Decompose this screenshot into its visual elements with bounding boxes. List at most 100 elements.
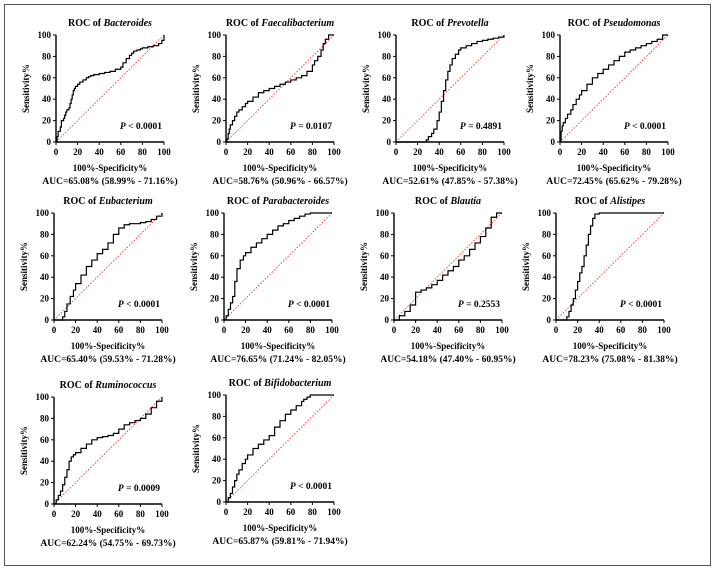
panel-title: ROC of Ruminococcus: [60, 380, 157, 391]
x-axis-label: 100%-Specificity%: [573, 341, 648, 351]
x-tick-label: 80: [476, 325, 486, 335]
y-tick-label: 20: [210, 294, 220, 304]
y-tick-label: 100: [206, 208, 220, 218]
y-tick-label: 40: [40, 272, 50, 282]
panel-title-genus: Bifidobacterium: [263, 378, 331, 389]
y-tick-label: 80: [42, 51, 52, 61]
y-tick-label: 60: [212, 433, 222, 443]
roc-panel-prevotella: ROC of Prevotella 0 20 40 60 80 100 0 20 40 60 80 10…: [361, 18, 518, 187]
y-tick-label: 20: [380, 294, 390, 304]
x-tick-label: 40: [265, 507, 275, 517]
y-tick-label: 100: [376, 208, 390, 218]
x-tick-label: 100: [325, 325, 339, 335]
roc-panel-parabacteroides: ROC of Parabacteroides 0 20 40 60 80 100 0 20 40 6…: [189, 196, 346, 365]
y-axis-label: Sensitivity%: [21, 64, 31, 113]
x-tick-label: 100: [155, 325, 169, 335]
y-tick-label: 100: [378, 30, 392, 40]
x-tick-label: 100: [661, 147, 675, 157]
auc-label: AUC=72.45% (65.62% - 79.28%): [546, 176, 681, 187]
y-tick-label: 100: [208, 390, 222, 400]
y-tick-label: 80: [212, 51, 222, 61]
roc-curve: [54, 397, 163, 505]
panel-title-genus: Pseudomonas: [603, 18, 660, 29]
x-tick-label: 80: [138, 147, 148, 157]
p-value-symbol: P: [620, 300, 626, 310]
p-value-symbol: P: [624, 122, 630, 132]
x-tick-label: 60: [114, 509, 124, 519]
x-tick-label: 80: [308, 147, 318, 157]
p-value-symbol: P: [120, 122, 126, 132]
x-tick-label: 0: [54, 147, 59, 157]
roc-panel-eubacterium: ROC of Eubacterium 0 20 40 60 80 100 0 20 40 60 80 1…: [19, 196, 176, 365]
panel-title-genus: Blautia: [449, 196, 481, 207]
panel-title-prefix: ROC of: [415, 196, 451, 207]
roc-curve: [396, 35, 505, 143]
x-tick-label: 80: [638, 325, 648, 335]
x-tick-label: 80: [642, 147, 652, 157]
panel-title-prefix: ROC of: [568, 18, 604, 29]
x-axis-label: 100%-Specificity%: [241, 341, 316, 351]
y-tick-label: 40: [212, 94, 222, 104]
auc-label: AUC=65.08% (58.99% - 71.16%): [42, 176, 177, 187]
y-tick-label: 0: [215, 315, 220, 325]
panel-title-prefix: ROC of: [60, 380, 96, 391]
roc-panel-blautia: ROC of Blautia 0 20 40 60 80 100 0 20 40 60 80 100 Se…: [359, 196, 516, 365]
y-tick-label: 80: [380, 229, 390, 239]
p-value-symbol: P: [118, 484, 124, 494]
x-axis-label: 100%-Specificity%: [73, 163, 148, 173]
roc-curve: [54, 213, 163, 321]
roc-curve: [556, 212, 664, 321]
p-value-symbol: P: [290, 482, 296, 492]
panel-title: ROC of Pseudomonas: [568, 18, 661, 29]
x-tick-label: 20: [411, 325, 421, 335]
x-tick-label: 80: [308, 507, 318, 517]
y-tick-label: 0: [385, 315, 390, 325]
p-value-text: = 0.2553: [464, 300, 501, 310]
y-axis-label: Sensitivity%: [189, 242, 199, 291]
x-tick-label: 20: [243, 507, 253, 517]
y-tick-label: 60: [546, 73, 556, 83]
x-tick-label: 20: [243, 147, 253, 157]
roc-curve: [56, 35, 165, 143]
panel-title-genus: Ruminococcus: [94, 380, 156, 391]
x-tick-label: 100: [327, 507, 341, 517]
x-tick-label: 0: [52, 509, 57, 519]
x-tick-label: 100: [495, 325, 509, 335]
auc-label: AUC=78.23% (75.08% - 81.38%): [542, 354, 677, 365]
auc-label: AUC=76.65% (71.24% - 82.05%): [210, 354, 345, 365]
x-tick-label: 40: [263, 325, 273, 335]
x-tick-label: 20: [241, 325, 251, 335]
x-tick-label: 60: [456, 147, 466, 157]
y-axis-label: Sensitivity%: [361, 64, 371, 113]
y-tick-label: 40: [542, 272, 552, 282]
x-tick-label: 60: [616, 325, 626, 335]
y-axis-label: Sensitivity%: [191, 424, 201, 473]
x-axis-label: 100%-Specificity%: [243, 523, 318, 533]
y-tick-label: 60: [542, 251, 552, 261]
y-tick-label: 20: [542, 294, 552, 304]
x-tick-label: 100: [157, 147, 171, 157]
x-tick-label: 100: [497, 147, 511, 157]
panel-title-genus: Eubacterium: [98, 196, 153, 207]
y-axis-label: Sensitivity%: [525, 64, 535, 113]
x-tick-label: 40: [93, 509, 103, 519]
y-tick-label: 60: [40, 435, 50, 445]
x-tick-label: 40: [95, 147, 105, 157]
auc-label: AUC=54.18% (47.40% - 60.95%): [380, 354, 515, 365]
y-tick-label: 80: [382, 51, 392, 61]
roc-panel-bifidobacterium: ROC of Bifidobacterium 0 20 40 60 80 100 0 20 40 6…: [191, 378, 348, 547]
x-tick-label: 20: [71, 325, 81, 335]
y-tick-label: 100: [36, 392, 50, 402]
x-tick-label: 40: [595, 325, 605, 335]
x-tick-label: 0: [558, 147, 563, 157]
y-axis-label: Sensitivity%: [359, 242, 369, 291]
y-tick-label: 0: [551, 137, 556, 147]
x-axis-label: 100%-Specificity%: [243, 163, 318, 173]
x-tick-label: 0: [394, 147, 399, 157]
p-value-symbol: P: [288, 300, 294, 310]
p-value-text: = 0.0009: [124, 484, 161, 494]
x-axis-label: 100%-Specificity%: [411, 341, 486, 351]
auc-label: AUC=58.76% (50.96% - 66.57%): [212, 176, 347, 187]
y-tick-label: 100: [208, 30, 222, 40]
y-tick-label: 80: [542, 229, 552, 239]
